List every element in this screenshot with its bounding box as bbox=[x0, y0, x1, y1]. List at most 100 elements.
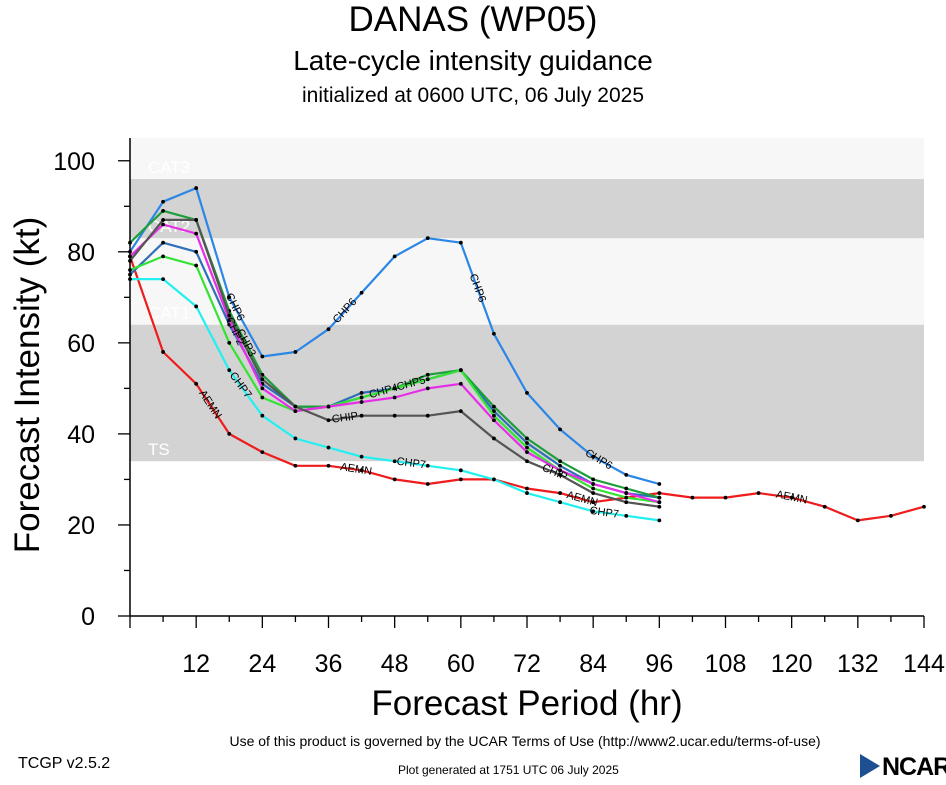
x-tick-label: 132 bbox=[837, 650, 879, 678]
data-point-aemn bbox=[359, 468, 364, 473]
data-point-chp3 bbox=[657, 495, 662, 500]
data-point-chp6 bbox=[227, 295, 232, 300]
data-point-aemn bbox=[690, 495, 695, 500]
data-point-chp7 bbox=[525, 491, 529, 495]
data-point-aemn bbox=[392, 477, 397, 482]
data-point-chp6 bbox=[657, 482, 662, 486]
data-point-chip bbox=[392, 413, 397, 418]
data-point-chp4 bbox=[194, 263, 199, 268]
series-label-chip: CHIP bbox=[331, 410, 359, 425]
data-point-aemn bbox=[922, 504, 926, 509]
data-point-chp7 bbox=[392, 459, 397, 464]
data-point-chp6 bbox=[194, 186, 199, 190]
data-point-chip bbox=[624, 500, 629, 505]
terms-of-use-text: Use of this product is governed by the U… bbox=[229, 733, 821, 749]
data-point-chp7 bbox=[293, 436, 298, 441]
ncar-logo-icon bbox=[860, 754, 880, 778]
data-point-chp2 bbox=[558, 468, 562, 473]
data-point-chp4 bbox=[425, 377, 430, 382]
data-point-chp6 bbox=[392, 254, 397, 259]
data-point-chp7 bbox=[657, 518, 662, 523]
data-point-chp4 bbox=[227, 340, 232, 345]
data-point-chp2 bbox=[624, 491, 629, 495]
data-point-aemn bbox=[789, 495, 794, 500]
x-tick-label: 72 bbox=[513, 650, 541, 678]
data-point-aemn bbox=[161, 350, 165, 354]
x-tick-label: 48 bbox=[381, 650, 409, 678]
data-point-aemn bbox=[723, 495, 728, 500]
data-point-chp4 bbox=[260, 395, 265, 400]
y-axis-label: Forecast Intensity (kt) bbox=[8, 216, 47, 554]
initialization-time: initialized at 0600 UTC, 06 July 2025 bbox=[301, 84, 645, 107]
x-tick-label: 120 bbox=[771, 650, 813, 678]
chart-title: DANAS (WP05) bbox=[348, 0, 598, 39]
series-label-chip: CHIP bbox=[540, 462, 569, 483]
x-tick-label: 24 bbox=[248, 650, 276, 678]
x-axis-label: Forecast Period (hr) bbox=[371, 684, 683, 723]
data-point-chp2 bbox=[194, 231, 199, 236]
data-point-chip bbox=[525, 459, 529, 464]
data-point-chp3 bbox=[492, 404, 496, 409]
series-label-chp7: CHP7 bbox=[396, 456, 427, 472]
x-tick-label: 144 bbox=[903, 650, 945, 678]
data-point-chp5 bbox=[525, 441, 529, 445]
data-point-chp4 bbox=[591, 486, 596, 491]
data-point-chp2 bbox=[161, 222, 165, 227]
data-point-chp4 bbox=[458, 368, 463, 373]
band-cat1 bbox=[130, 238, 924, 325]
data-point-chp6 bbox=[525, 391, 529, 395]
data-point-aemn bbox=[525, 486, 529, 491]
x-tick-label: 96 bbox=[645, 650, 673, 678]
band-label-ts: TS bbox=[148, 440, 170, 459]
x-tick-label: 108 bbox=[705, 650, 747, 678]
data-point-aemn bbox=[591, 500, 596, 505]
generated-time: Plot generated at 1751 UTC 06 July 2025 bbox=[398, 763, 619, 777]
data-point-chp5 bbox=[492, 409, 496, 414]
band-cat3 bbox=[130, 138, 924, 179]
data-point-chip bbox=[260, 377, 265, 382]
data-point-chp7 bbox=[425, 463, 430, 468]
data-point-chp6 bbox=[359, 290, 364, 295]
data-point-chp4 bbox=[161, 254, 165, 259]
data-point-aemn bbox=[227, 432, 232, 436]
data-point-chip bbox=[425, 413, 430, 418]
data-point-chp5 bbox=[558, 463, 562, 468]
data-point-chp4 bbox=[525, 445, 529, 450]
data-point-aemn bbox=[756, 491, 761, 495]
data-point-chip bbox=[194, 218, 199, 222]
data-point-chp6 bbox=[591, 454, 596, 459]
x-tick-label: 36 bbox=[315, 650, 343, 678]
version-label: TCGP v2.5.2 bbox=[18, 755, 111, 772]
series-label-aemn: AEMN bbox=[775, 489, 809, 507]
data-point-chp2 bbox=[326, 404, 331, 409]
data-point-chip bbox=[227, 313, 232, 318]
data-point-chp5 bbox=[194, 249, 199, 254]
data-point-chp7 bbox=[194, 304, 199, 309]
x-tick-label: 84 bbox=[579, 650, 607, 678]
data-point-chp7 bbox=[492, 477, 496, 482]
data-point-chp7 bbox=[558, 500, 562, 505]
data-point-aemn bbox=[260, 450, 265, 455]
y-tick-label: 0 bbox=[81, 603, 95, 631]
x-tick-label: 12 bbox=[182, 650, 210, 678]
data-point-chp7 bbox=[591, 509, 596, 514]
data-point-chp6 bbox=[624, 472, 629, 477]
data-point-chp2 bbox=[458, 381, 463, 386]
data-point-chp2 bbox=[359, 400, 364, 404]
data-point-chip bbox=[161, 218, 165, 222]
y-tick-label: 60 bbox=[67, 330, 95, 358]
data-point-chp7 bbox=[260, 413, 265, 418]
data-point-chp5 bbox=[161, 240, 165, 245]
x-tick-label: 60 bbox=[447, 650, 475, 678]
data-point-chip bbox=[359, 413, 364, 418]
data-point-chp7 bbox=[458, 468, 463, 473]
ncar-logo-text: NCAR bbox=[882, 753, 946, 781]
data-point-chp3 bbox=[591, 477, 596, 482]
data-point-chp2 bbox=[492, 418, 496, 423]
y-tick-label: 80 bbox=[67, 239, 95, 267]
data-point-chip bbox=[326, 418, 331, 423]
data-point-chip bbox=[591, 491, 596, 495]
data-point-chip bbox=[657, 504, 662, 509]
y-tick-label: 100 bbox=[53, 148, 95, 176]
